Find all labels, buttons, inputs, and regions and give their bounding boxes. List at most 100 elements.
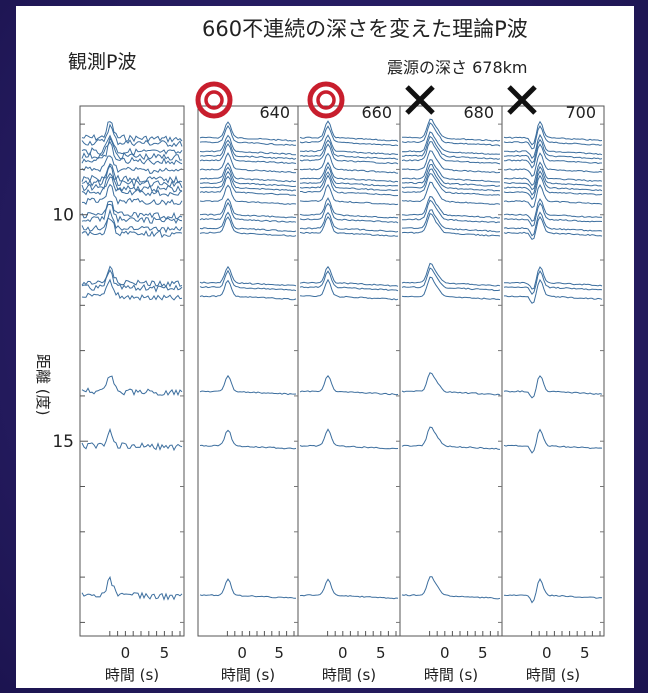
x-tick-label: 5	[376, 644, 386, 662]
x-tick-label: 0	[542, 644, 552, 662]
trace-d700	[503, 198, 603, 222]
trace-d640	[199, 201, 297, 223]
trace-d700	[503, 133, 603, 160]
trace-d640	[199, 121, 296, 142]
trace-d640	[199, 125, 297, 146]
x-axis-label: 時間 (s)	[322, 666, 376, 684]
trace-d660	[299, 183, 399, 206]
trace-d660	[299, 211, 399, 233]
x-tick-label: 5	[478, 644, 488, 662]
trace-d640	[199, 184, 297, 205]
trace-observed	[81, 172, 183, 193]
trace-d660	[299, 202, 399, 224]
trace-d660	[299, 278, 399, 301]
trace-d660	[299, 197, 399, 219]
seismogram-figure: 660不連続の深さを変えた理論P波 観測P波 震源の深さ 678km 距離 (度…	[34, 17, 605, 684]
trace-d660	[300, 174, 399, 197]
trace-d660	[299, 428, 399, 450]
incorrect-cross-marker	[507, 85, 537, 115]
trace-d640	[199, 134, 297, 156]
trace-d700	[503, 202, 603, 227]
trace-d660	[299, 265, 399, 287]
panel-frame-d700	[501, 105, 605, 637]
trace-observed	[81, 200, 183, 220]
trace-d680	[401, 576, 501, 600]
trace-d700	[503, 266, 603, 290]
trace-observed	[81, 575, 183, 601]
y-tick-label: 15	[52, 432, 74, 452]
trace-d660	[299, 143, 399, 165]
trace-d700	[503, 143, 602, 169]
trace-observed	[81, 375, 183, 397]
trace-observed	[81, 217, 183, 239]
x-tick-label: 0	[338, 644, 348, 662]
trace-observed	[81, 265, 183, 288]
panel-frame-observed	[79, 105, 185, 637]
trace-d680	[401, 159, 501, 183]
figure-title: 660不連続の深さを変えた理論P波	[202, 17, 528, 41]
trace-d660	[299, 152, 399, 174]
observed-label: 観測P波	[68, 51, 136, 73]
plot-frame	[79, 105, 605, 637]
trace-d640	[199, 578, 297, 599]
y-tick-label: 10	[52, 206, 74, 226]
x-axis-label: 時間 (s)	[105, 666, 159, 684]
trace-d700	[503, 375, 603, 399]
correct-circle-marker	[195, 81, 233, 119]
trace-observed	[81, 155, 183, 174]
trace-d640	[199, 152, 297, 174]
trace-observed	[81, 278, 183, 301]
column-label-d700: 700	[565, 103, 596, 122]
trace-d700	[503, 215, 603, 241]
trace-observed	[81, 123, 183, 148]
trace-d640	[199, 429, 297, 450]
correct-circle-marker	[307, 81, 345, 119]
x-tick-label: 5	[274, 644, 284, 662]
trace-d700	[503, 165, 603, 191]
trace-d660	[299, 165, 399, 187]
trace-d680	[401, 131, 501, 155]
trace-d660	[299, 216, 399, 237]
trace-d700	[503, 269, 603, 296]
x-tick-label: 0	[237, 644, 247, 662]
trace-d680	[401, 168, 501, 192]
trace-d700	[503, 183, 603, 209]
trace-d680	[402, 209, 501, 233]
correct-circle-marker-inner	[204, 90, 224, 110]
trace-d700	[503, 120, 603, 146]
trace-d680	[401, 267, 501, 292]
y-axis-label: 距離 (度)	[34, 354, 52, 415]
column-label-d640: 640	[259, 103, 290, 122]
trace-d680	[401, 150, 501, 174]
trace-d640	[199, 143, 297, 164]
trace-observed	[81, 269, 183, 293]
x-axis-label: 時間 (s)	[424, 666, 478, 684]
trace-d640	[199, 197, 296, 219]
trace-d680	[401, 172, 501, 196]
trace-d640	[199, 166, 297, 187]
trace-d680	[401, 181, 501, 205]
trace-d680	[401, 276, 501, 301]
trace-observed	[81, 140, 183, 166]
trace-observed	[81, 164, 183, 189]
trace-d660	[299, 270, 399, 292]
x-tick-label: 0	[121, 644, 131, 662]
trace-d640	[199, 216, 297, 237]
trace-d660	[299, 125, 399, 147]
trace-d640	[199, 269, 297, 292]
trace-d640	[199, 211, 297, 233]
x-axis-label: 時間 (s)	[526, 666, 580, 684]
trace-d700	[503, 124, 603, 150]
trace-d700	[503, 138, 603, 164]
x-tick-label: 0	[440, 644, 450, 662]
trace-d700	[503, 161, 603, 187]
trace-d680	[401, 195, 501, 219]
trace-d680	[401, 212, 501, 237]
seismogram-traces	[81, 118, 603, 604]
trace-observed	[81, 176, 183, 197]
trace-d700	[503, 170, 603, 196]
trace-d680	[401, 426, 501, 450]
x-tick-label: 5	[580, 644, 590, 662]
trace-d680	[401, 372, 501, 396]
trace-d660	[299, 161, 399, 183]
